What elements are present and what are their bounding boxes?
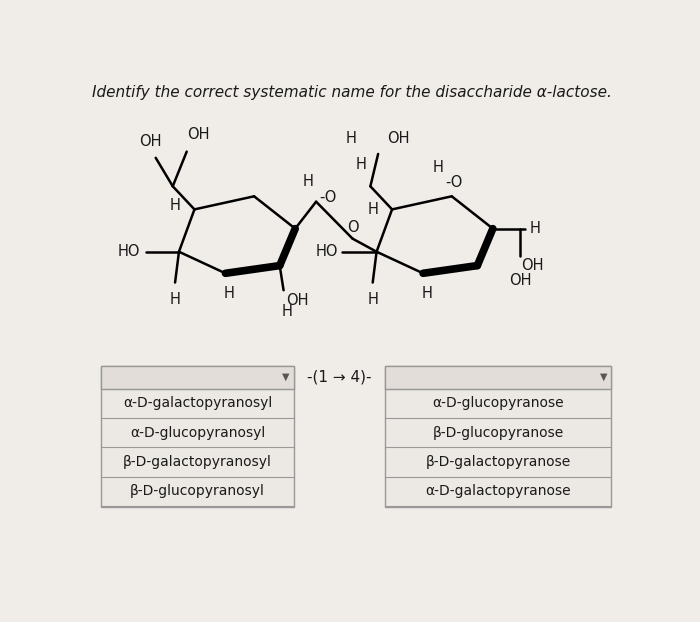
Text: OH: OH <box>387 131 410 146</box>
Text: OH: OH <box>509 273 531 289</box>
Text: OH: OH <box>139 134 161 149</box>
Bar <box>102 366 294 508</box>
Text: H: H <box>346 131 356 146</box>
Text: H: H <box>433 160 443 175</box>
Text: ▼: ▼ <box>600 372 608 383</box>
Text: OH: OH <box>522 258 544 273</box>
Text: -(1 → 4)-: -(1 → 4)- <box>307 369 372 385</box>
Text: H: H <box>224 285 234 300</box>
Text: O: O <box>346 220 358 234</box>
Bar <box>385 366 611 508</box>
Text: β-D-glucopyranosyl: β-D-glucopyranosyl <box>130 484 265 498</box>
Text: -O: -O <box>319 190 337 205</box>
Text: H: H <box>169 292 181 307</box>
Text: H: H <box>282 304 293 319</box>
Text: H: H <box>356 157 367 172</box>
Text: β-D-glucopyranose: β-D-glucopyranose <box>433 425 564 440</box>
Text: α-D-galactopyranosyl: α-D-galactopyranosyl <box>123 396 272 411</box>
Text: -O: -O <box>446 175 463 190</box>
Text: H: H <box>169 198 181 213</box>
Bar <box>385 366 611 389</box>
Bar <box>102 366 294 389</box>
Text: HO: HO <box>118 244 140 259</box>
Text: Identify the correct systematic name for the disaccharide α-lactose.: Identify the correct systematic name for… <box>92 85 612 100</box>
Text: α-D-galactopyranose: α-D-galactopyranose <box>426 484 571 498</box>
Text: H: H <box>368 292 378 307</box>
Text: ▼: ▼ <box>282 372 290 383</box>
Text: β-D-galactopyranosyl: β-D-galactopyranosyl <box>123 455 272 469</box>
Text: H: H <box>421 285 433 300</box>
Text: α-D-glucopyranose: α-D-glucopyranose <box>433 396 564 411</box>
Text: H: H <box>368 202 378 217</box>
Text: α-D-glucopyranosyl: α-D-glucopyranosyl <box>130 425 265 440</box>
Text: HO: HO <box>315 244 338 259</box>
Text: H: H <box>529 221 540 236</box>
Text: OH: OH <box>286 292 309 307</box>
Text: OH: OH <box>187 128 209 142</box>
Text: H: H <box>303 174 314 188</box>
Text: β-D-galactopyranose: β-D-galactopyranose <box>426 455 571 469</box>
